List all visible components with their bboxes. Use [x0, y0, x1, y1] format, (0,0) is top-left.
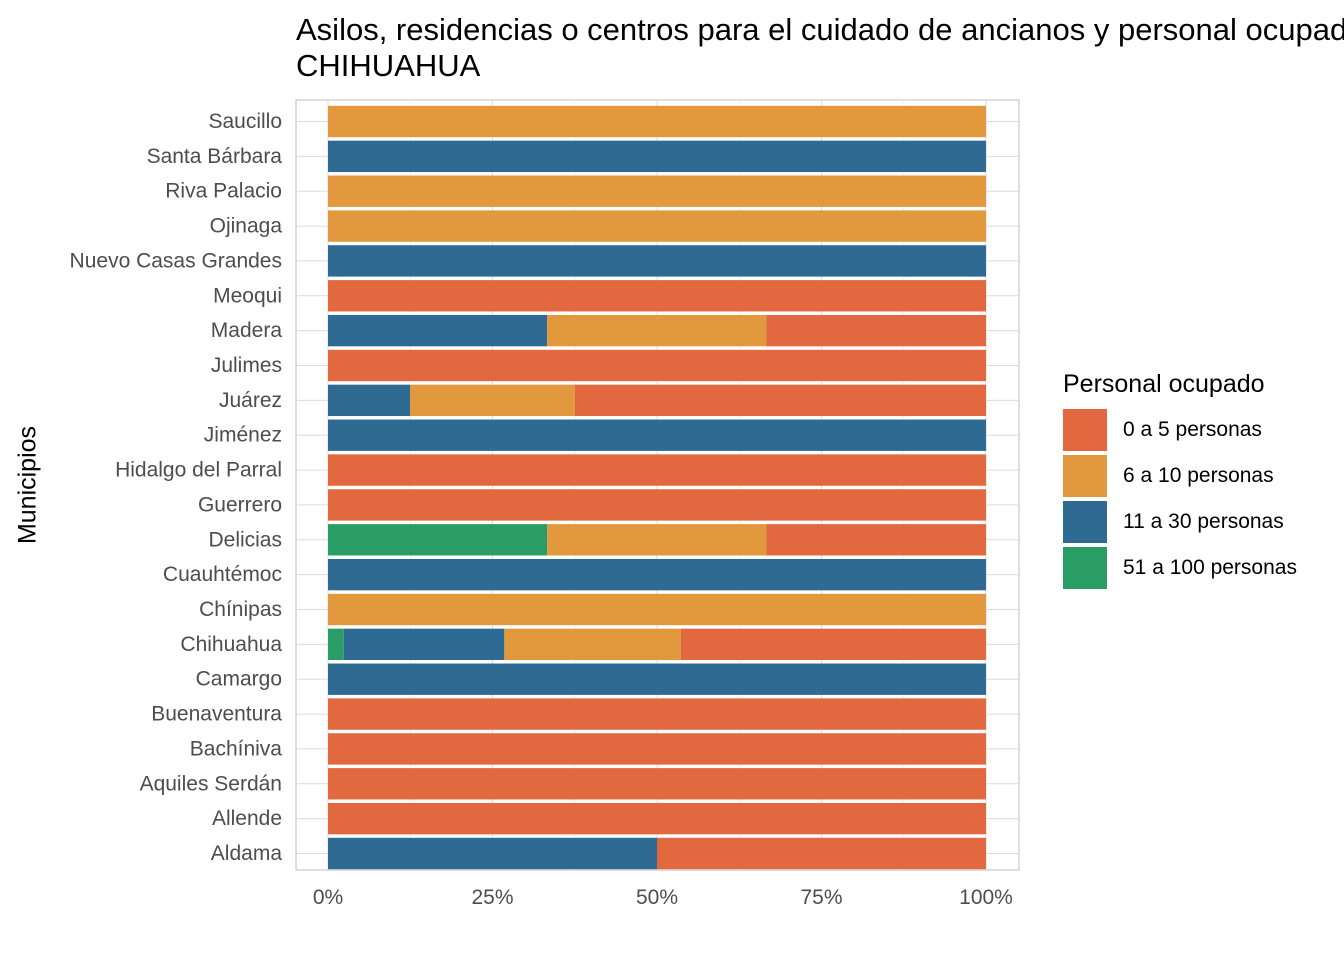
- bar-segment: [328, 489, 986, 521]
- chart-title-line-2: CHIHUAHUA: [296, 48, 481, 83]
- bar-segment: [504, 628, 681, 661]
- legend-key-swatch: [1063, 501, 1107, 543]
- y-tick-label: Santa Bárbara: [147, 145, 283, 168]
- x-tick-label: 75%: [800, 886, 842, 909]
- bar-segment: [328, 698, 986, 730]
- y-tick-label: Riva Palacio: [165, 180, 282, 203]
- x-tick-label: 50%: [636, 886, 678, 909]
- bar-segment: [547, 314, 767, 347]
- legend-label: 6 a 10 personas: [1123, 464, 1274, 487]
- bar-segment: [680, 628, 986, 661]
- legend-label: 11 a 30 personas: [1123, 510, 1284, 533]
- legend-key-swatch: [1063, 547, 1107, 589]
- bar-segment: [410, 384, 575, 417]
- chart-title-line-1: Asilos, residencias o centros para el cu…: [296, 12, 1344, 47]
- bar-segment: [328, 280, 986, 312]
- legend-key-swatch: [1063, 409, 1107, 451]
- legend-item: 11 a 30 personas: [1063, 499, 1297, 545]
- legend-item: 0 a 5 personas: [1063, 407, 1297, 453]
- bar-segment: [328, 419, 986, 451]
- y-tick-label: Bachíniva: [190, 737, 283, 760]
- bar-segment: [328, 837, 657, 870]
- y-tick-label: Ojinaga: [210, 215, 283, 238]
- y-tick-label: Cuauhtémoc: [163, 563, 282, 586]
- chart-title: Asilos, residencias o centros para el cu…: [296, 12, 1344, 84]
- bar-segment: [328, 524, 548, 556]
- bar-segment: [328, 105, 986, 138]
- x-tick-label: 100%: [959, 886, 1013, 909]
- y-tick-label: Delicias: [208, 528, 282, 551]
- bar-segment: [328, 768, 986, 800]
- legend: Personal ocupado 0 a 5 personas 6 a 10 pe…: [1063, 370, 1297, 591]
- y-tick-label: Camargo: [196, 668, 282, 691]
- x-tick-label: 0%: [313, 886, 343, 909]
- legend-key-swatch: [1063, 455, 1107, 497]
- bar-segment: [328, 175, 986, 207]
- bar-segment: [657, 837, 986, 870]
- y-tick-label: Aquiles Serdán: [140, 772, 282, 795]
- y-tick-label: Saucillo: [208, 110, 282, 133]
- bar-segment: [766, 524, 986, 556]
- bar-segment: [328, 314, 548, 347]
- legend-label: 0 a 5 personas: [1123, 418, 1262, 441]
- bar-segment: [328, 210, 986, 242]
- y-tick-label: Meoqui: [213, 284, 282, 307]
- bar-segment: [574, 384, 986, 417]
- bar-segment: [766, 314, 986, 347]
- y-tick-label: Julimes: [211, 354, 282, 377]
- y-tick-label: Buenaventura: [151, 703, 282, 726]
- bar-segment: [328, 628, 344, 661]
- bar-segment: [328, 802, 986, 835]
- y-tick-label: Allende: [212, 807, 282, 830]
- legend-items: 0 a 5 personas 6 a 10 personas 11 a 30 per…: [1063, 407, 1297, 591]
- bar-segment: [328, 349, 986, 382]
- y-tick-label: Madera: [211, 319, 283, 342]
- x-tick-label: 25%: [471, 886, 513, 909]
- bar-segment: [328, 593, 986, 626]
- y-tick-label: Juárez: [219, 389, 282, 412]
- bar-segment: [328, 140, 986, 173]
- y-tick-label: Chihuahua: [180, 633, 282, 656]
- bar-segment: [328, 558, 986, 591]
- bar-segment: [328, 663, 986, 695]
- bar-segment: [328, 454, 986, 486]
- legend-item: 6 a 10 personas: [1063, 453, 1297, 499]
- legend-label: 51 a 100 personas: [1123, 556, 1297, 579]
- y-tick-label: Aldama: [211, 842, 283, 865]
- bar-segment: [328, 733, 986, 765]
- bar-segment: [343, 628, 505, 661]
- y-tick-label: Nuevo Casas Grandes: [70, 249, 282, 272]
- bar-segment: [328, 245, 986, 277]
- y-tick-label: Jiménez: [204, 424, 282, 447]
- y-tick-label: Chínipas: [199, 598, 282, 621]
- bar-segment: [547, 524, 767, 556]
- legend-title: Personal ocupado: [1063, 370, 1265, 398]
- bar-segment: [328, 384, 411, 417]
- y-tick-label: Hidalgo del Parral: [115, 459, 282, 482]
- legend-item: 51 a 100 personas: [1063, 545, 1297, 591]
- y-tick-label: Guerrero: [198, 493, 282, 516]
